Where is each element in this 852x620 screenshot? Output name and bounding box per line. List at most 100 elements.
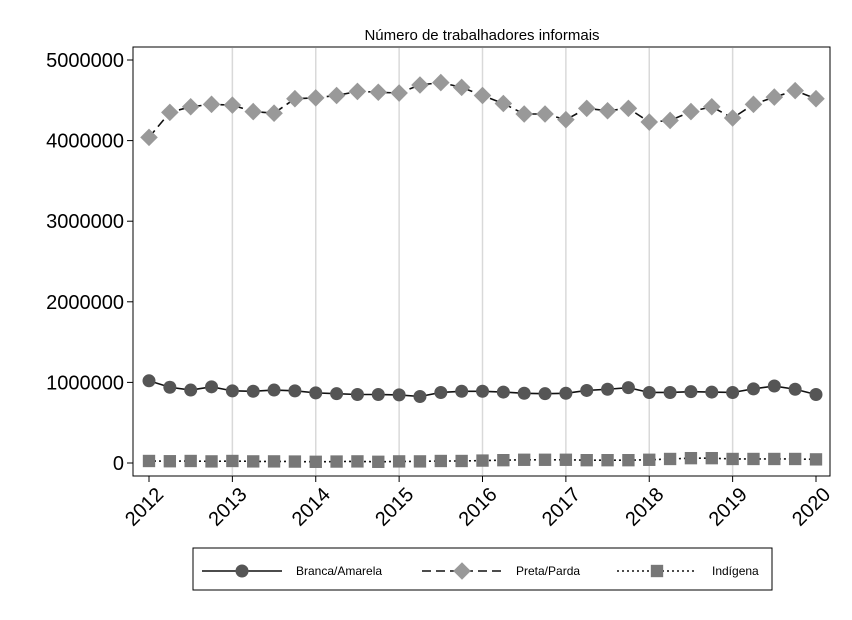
data-point bbox=[517, 386, 531, 400]
y-tick-label: 4000000 bbox=[46, 131, 124, 153]
series-layer bbox=[140, 73, 825, 468]
data-point bbox=[684, 385, 698, 399]
data-point bbox=[223, 96, 242, 114]
data-point bbox=[247, 455, 260, 468]
data-point bbox=[744, 95, 763, 114]
data-point bbox=[684, 451, 698, 465]
data-point bbox=[515, 105, 533, 123]
data-point bbox=[434, 385, 448, 399]
data-point bbox=[682, 102, 700, 121]
y-tick-label: 2000000 bbox=[46, 292, 124, 314]
y-tick-label: 3000000 bbox=[46, 211, 124, 233]
data-point bbox=[265, 104, 283, 122]
data-point bbox=[807, 89, 825, 108]
data-point bbox=[767, 379, 781, 393]
data-point bbox=[619, 99, 638, 118]
data-point bbox=[705, 451, 718, 465]
data-point bbox=[142, 374, 156, 388]
data-point bbox=[392, 455, 406, 468]
data-point bbox=[726, 385, 740, 399]
data-point bbox=[267, 383, 281, 397]
data-point bbox=[306, 89, 325, 107]
data-point bbox=[288, 455, 302, 468]
plot-frame bbox=[132, 46, 831, 477]
data-point bbox=[536, 105, 554, 123]
data-point bbox=[163, 455, 177, 468]
data-point bbox=[642, 385, 656, 399]
legend-marker bbox=[453, 562, 471, 580]
data-point bbox=[765, 88, 784, 106]
y-axis: 0 1000000 2000000 3000000 4000000 5000000 bbox=[46, 50, 133, 475]
data-point bbox=[640, 113, 659, 131]
data-point bbox=[413, 390, 427, 404]
data-point bbox=[476, 384, 489, 398]
data-point bbox=[476, 454, 489, 467]
data-point bbox=[809, 387, 823, 401]
data-point bbox=[226, 454, 239, 468]
data-point bbox=[327, 86, 346, 105]
data-point bbox=[621, 381, 635, 395]
data-point bbox=[559, 386, 573, 400]
data-point bbox=[392, 388, 406, 402]
data-point bbox=[309, 386, 323, 400]
chart-title: Número de trabalhadores informais bbox=[364, 27, 599, 44]
data-point bbox=[244, 102, 262, 121]
data-point bbox=[496, 385, 510, 399]
data-point bbox=[809, 453, 823, 466]
legend-item: Preta/Parda bbox=[422, 562, 580, 580]
data-point bbox=[538, 453, 552, 466]
data-point bbox=[788, 382, 802, 396]
data-point bbox=[309, 455, 322, 468]
data-point bbox=[140, 128, 158, 147]
data-point bbox=[601, 454, 614, 467]
legend-marker bbox=[235, 564, 249, 578]
data-point bbox=[768, 452, 781, 466]
legend-marker bbox=[650, 564, 664, 578]
data-point bbox=[538, 387, 552, 401]
data-point bbox=[518, 453, 531, 466]
data-point bbox=[411, 76, 429, 94]
legend-label: Indígena bbox=[712, 564, 759, 578]
y-tick-label: 5000000 bbox=[46, 50, 124, 72]
data-point bbox=[434, 454, 447, 468]
series-0 bbox=[142, 374, 823, 404]
data-point bbox=[351, 455, 364, 468]
data-point bbox=[225, 384, 239, 398]
data-point bbox=[369, 83, 388, 102]
legend-item: Branca/Amarela bbox=[202, 564, 382, 578]
data-point bbox=[601, 382, 615, 396]
data-point bbox=[372, 455, 385, 468]
series-line bbox=[148, 457, 817, 463]
data-point bbox=[267, 455, 281, 468]
data-point bbox=[205, 455, 218, 468]
legend-label: Preta/Parda bbox=[516, 564, 580, 578]
y-tick-label: 1000000 bbox=[46, 372, 124, 394]
legend-label: Branca/Amarela bbox=[296, 564, 382, 578]
data-point bbox=[161, 103, 179, 122]
data-point bbox=[663, 385, 677, 399]
series-1 bbox=[140, 73, 825, 147]
data-point bbox=[786, 81, 804, 100]
data-point bbox=[330, 455, 343, 468]
data-point bbox=[350, 387, 364, 401]
data-point bbox=[246, 384, 260, 398]
data-point bbox=[746, 382, 760, 396]
data-point bbox=[788, 452, 802, 466]
data-point bbox=[371, 387, 385, 401]
data-point bbox=[202, 95, 221, 114]
data-point bbox=[622, 454, 635, 467]
data-point bbox=[497, 454, 510, 467]
data-point bbox=[455, 454, 468, 468]
data-point bbox=[205, 380, 219, 394]
data-point bbox=[705, 385, 719, 399]
data-point bbox=[413, 455, 427, 468]
data-point bbox=[747, 452, 760, 466]
legend-box bbox=[192, 547, 773, 591]
data-point bbox=[494, 94, 513, 113]
data-point bbox=[163, 380, 177, 394]
data-point bbox=[580, 454, 593, 467]
data-point bbox=[473, 86, 492, 105]
data-point bbox=[723, 109, 742, 127]
data-point bbox=[181, 97, 200, 116]
